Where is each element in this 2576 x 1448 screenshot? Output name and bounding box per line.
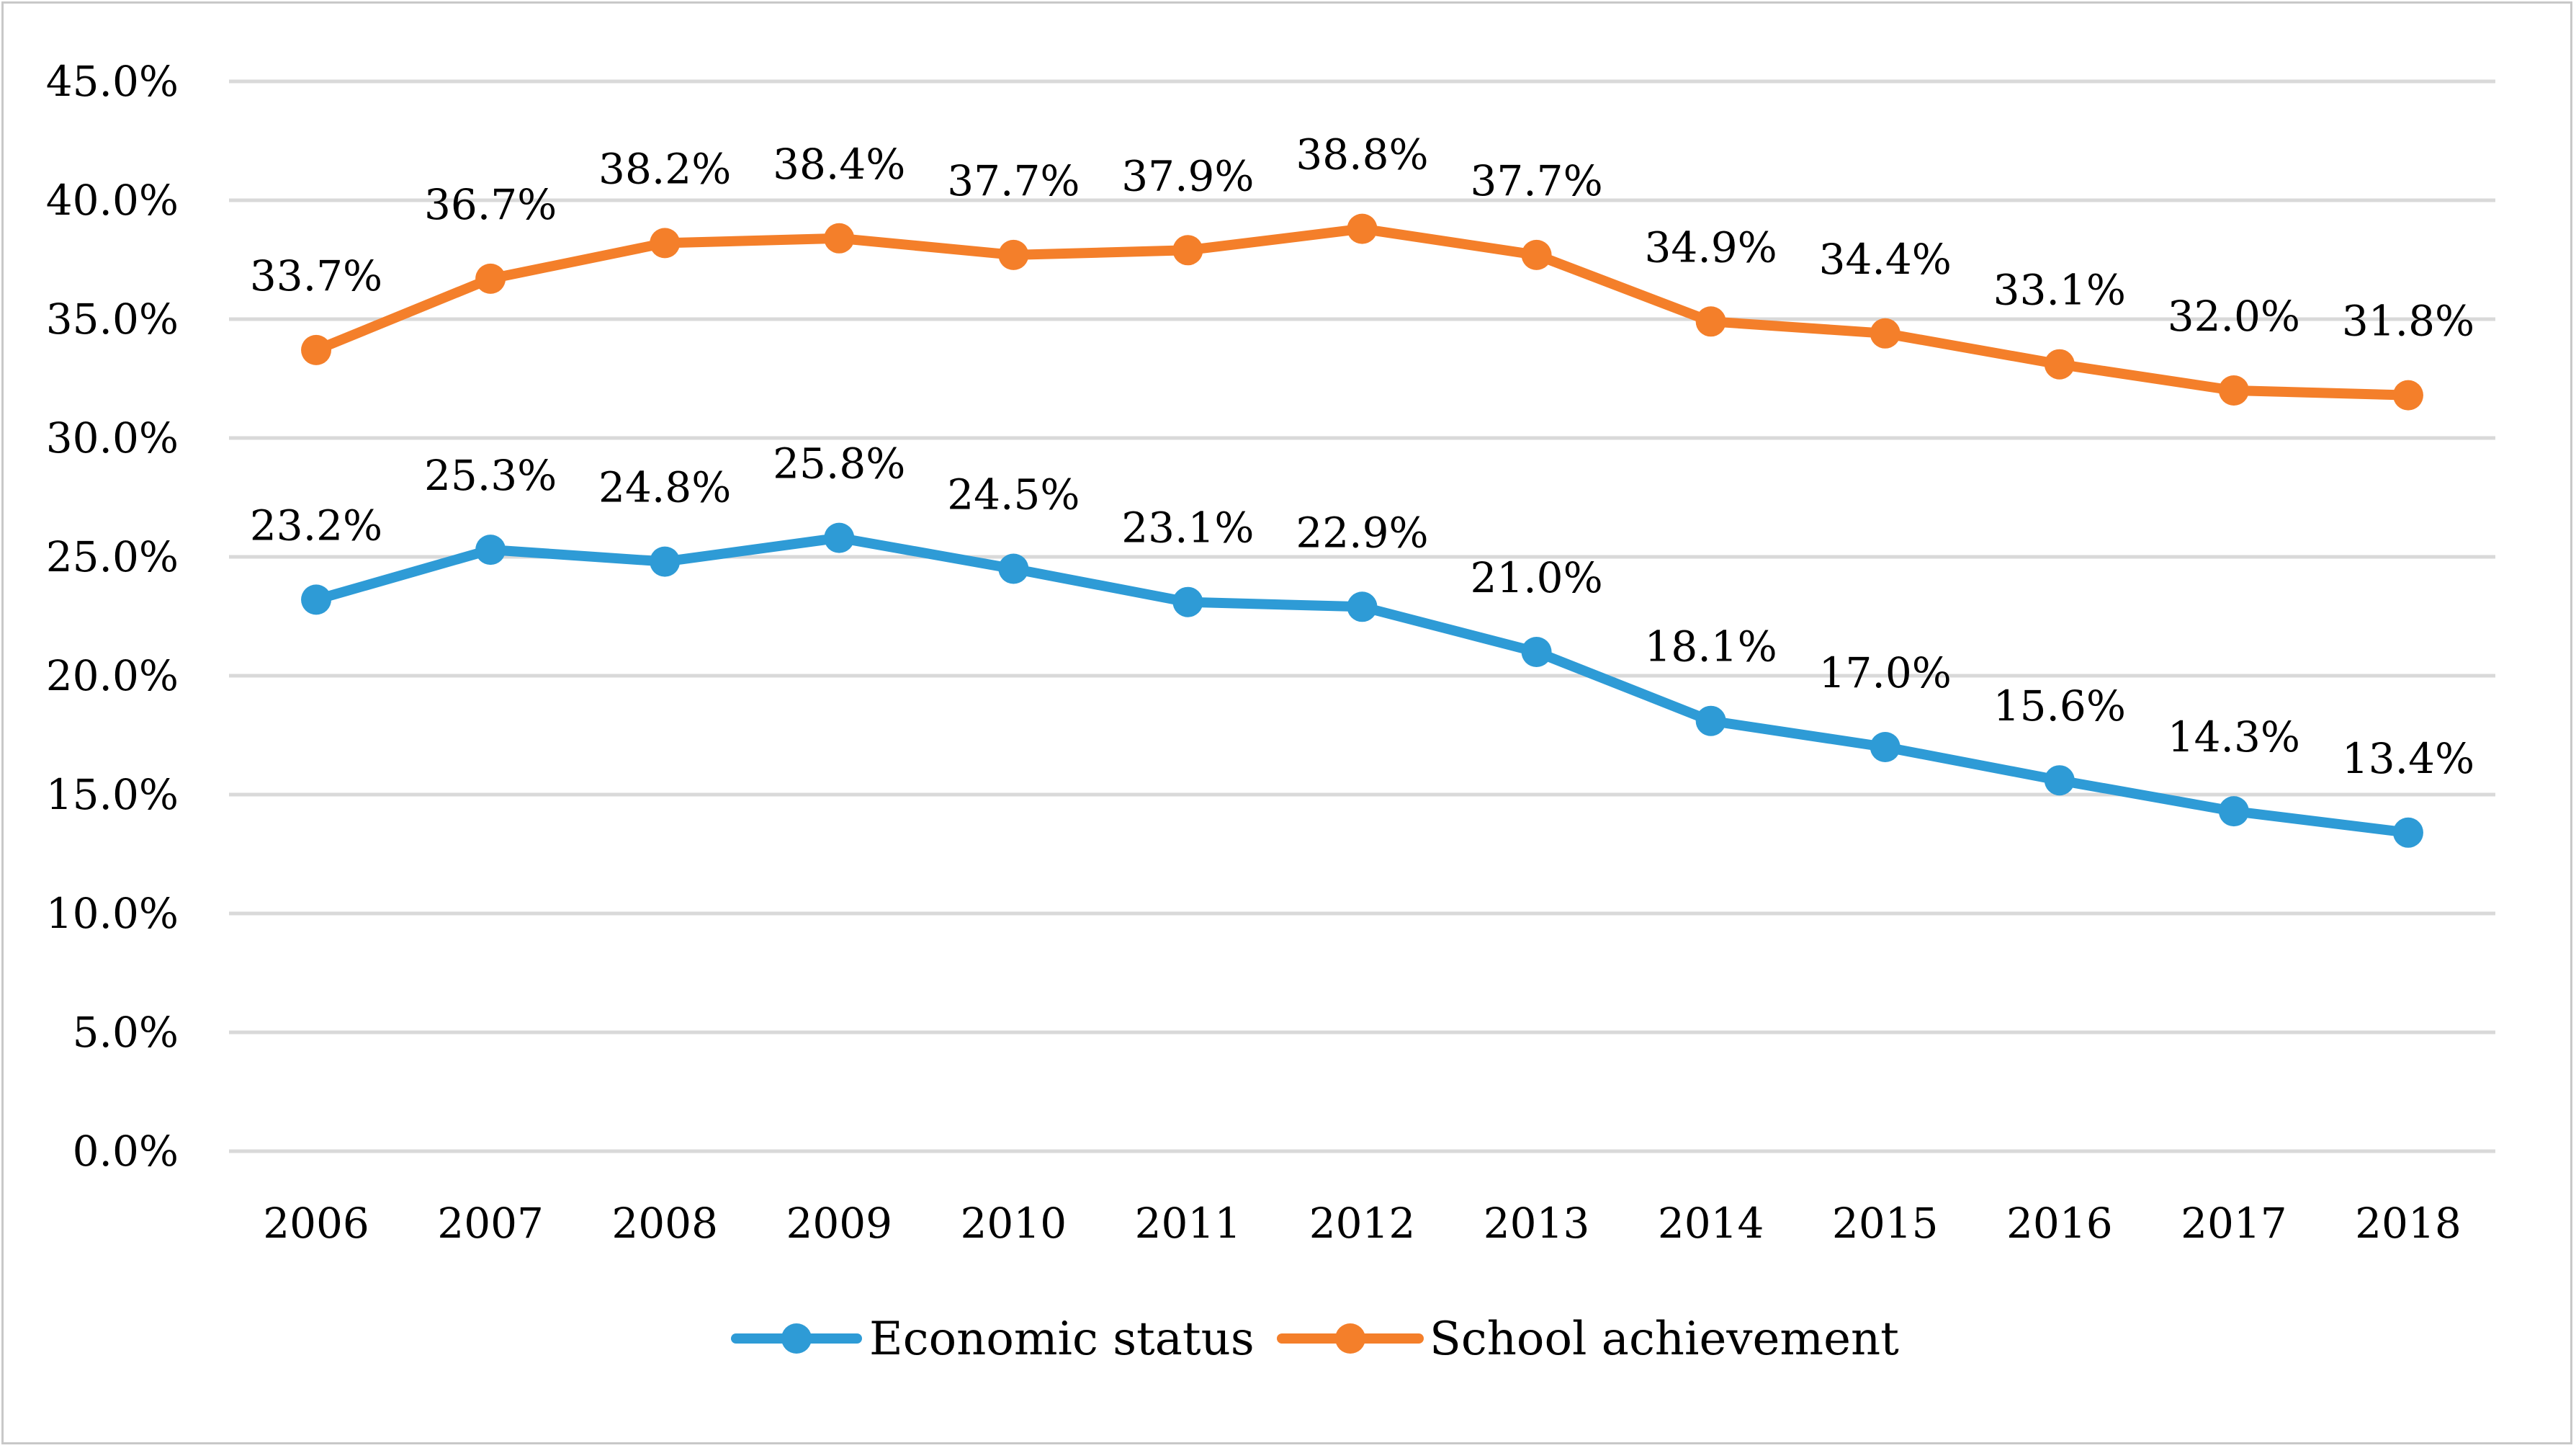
data-point xyxy=(475,535,506,566)
data-label: 38.2% xyxy=(598,144,731,193)
x-tick-label: 2011 xyxy=(1135,1199,1242,1248)
series-1 xyxy=(301,213,2423,411)
y-tick-label: 15.0% xyxy=(46,770,179,819)
y-tick-label: 0.0% xyxy=(73,1127,179,1176)
data-point xyxy=(998,239,1029,270)
legend-marker xyxy=(781,1323,812,1354)
x-tick-label: 2015 xyxy=(1832,1199,1939,1248)
y-axis-tick-labels: 0.0% 5.0% 10.0% 15.0% 20.0% 25.0% 30.0% 35.0% 40… xyxy=(46,57,179,1176)
data-point xyxy=(1347,591,1378,622)
data-label: 37.7% xyxy=(1470,156,1602,205)
data-label: 15.6% xyxy=(1993,681,2126,730)
y-tick-label: 10.0% xyxy=(46,889,179,938)
x-tick-label: 2007 xyxy=(437,1199,544,1248)
data-label: 24.8% xyxy=(598,463,731,512)
data-point xyxy=(301,334,332,365)
data-label: 23.1% xyxy=(1121,504,1254,553)
legend: Economic status School achievement xyxy=(731,1313,1899,1366)
data-label: 22.9% xyxy=(1296,508,1428,557)
y-tick-label: 5.0% xyxy=(73,1008,179,1057)
x-tick-label: 2010 xyxy=(961,1199,1067,1248)
x-tick-label: 2009 xyxy=(786,1199,892,1248)
legend-label: School achievement xyxy=(1430,1313,1899,1366)
data-label: 25.8% xyxy=(773,439,905,488)
data-point xyxy=(2392,817,2423,848)
data-label: 33.1% xyxy=(1993,266,2126,315)
data-point xyxy=(1521,239,1552,270)
data-label: 21.0% xyxy=(1470,553,1602,602)
y-tick-label: 25.0% xyxy=(46,532,179,581)
data-point xyxy=(1172,586,1203,617)
y-tick-label: 30.0% xyxy=(46,414,179,462)
data-label: 32.0% xyxy=(2168,292,2300,341)
y-tick-label: 40.0% xyxy=(46,176,179,225)
data-point xyxy=(1695,705,1726,736)
data-point xyxy=(2218,375,2249,406)
data-point xyxy=(1870,318,1900,349)
data-point xyxy=(475,263,506,294)
data-label: 31.8% xyxy=(2342,297,2474,346)
data-point xyxy=(824,522,855,553)
data-label: 38.4% xyxy=(773,140,905,189)
data-point xyxy=(998,553,1029,584)
x-tick-label: 2017 xyxy=(2181,1199,2287,1248)
data-point xyxy=(1521,637,1552,667)
x-tick-label: 2016 xyxy=(2006,1199,2113,1248)
data-point xyxy=(2392,380,2423,411)
data-label: 24.5% xyxy=(947,470,1080,519)
data-label: 17.0% xyxy=(1819,648,1952,697)
data-point xyxy=(1870,732,1900,762)
y-tick-label: 45.0% xyxy=(46,57,179,106)
data-point xyxy=(650,228,681,259)
legend-label: Economic status xyxy=(869,1313,1255,1366)
data-label: 37.9% xyxy=(1121,151,1254,200)
legend-item: School achievement xyxy=(1277,1313,1899,1366)
data-point xyxy=(1172,235,1203,266)
data-labels: 23.2% 25.3% 24.8% 25.8% 24.5% 23.1% 22.9% 21.0%… xyxy=(250,130,2474,783)
data-label: 37.7% xyxy=(947,156,1080,205)
x-axis-tick-labels: 2006 2007 2008 2009 2010 2011 2012 2013 2014 2015… xyxy=(263,1199,2461,1248)
data-label: 25.3% xyxy=(424,451,557,500)
data-point xyxy=(2044,765,2075,796)
series-0 xyxy=(301,522,2423,848)
data-label: 33.7% xyxy=(250,251,382,300)
data-label: 18.1% xyxy=(1645,622,1777,671)
data-label: 34.9% xyxy=(1645,223,1777,272)
y-tick-label: 35.0% xyxy=(46,295,179,344)
data-point xyxy=(650,546,681,577)
data-point xyxy=(2218,796,2249,827)
x-tick-label: 2008 xyxy=(611,1199,718,1248)
data-label: 36.7% xyxy=(424,180,557,229)
legend-marker xyxy=(1335,1323,1365,1354)
data-label: 14.3% xyxy=(2168,712,2300,761)
gridlines xyxy=(229,79,2495,1153)
data-label: 13.4% xyxy=(2342,734,2474,783)
y-tick-label: 20.0% xyxy=(46,651,179,700)
data-label: 23.2% xyxy=(250,501,382,550)
data-point xyxy=(1347,213,1378,244)
x-tick-label: 2006 xyxy=(263,1199,369,1248)
x-tick-label: 2013 xyxy=(1484,1199,1590,1248)
data-point xyxy=(301,584,332,615)
data-point xyxy=(824,223,855,254)
x-tick-label: 2014 xyxy=(1658,1199,1764,1248)
x-tick-label: 2012 xyxy=(1309,1199,1416,1248)
series xyxy=(301,213,2423,848)
x-tick-label: 2018 xyxy=(2355,1199,2461,1248)
data-label: 38.8% xyxy=(1296,130,1428,179)
data-label: 34.4% xyxy=(1819,235,1952,284)
data-point xyxy=(2044,349,2075,380)
data-point xyxy=(1695,306,1726,337)
legend-item: Economic status xyxy=(731,1313,1255,1366)
